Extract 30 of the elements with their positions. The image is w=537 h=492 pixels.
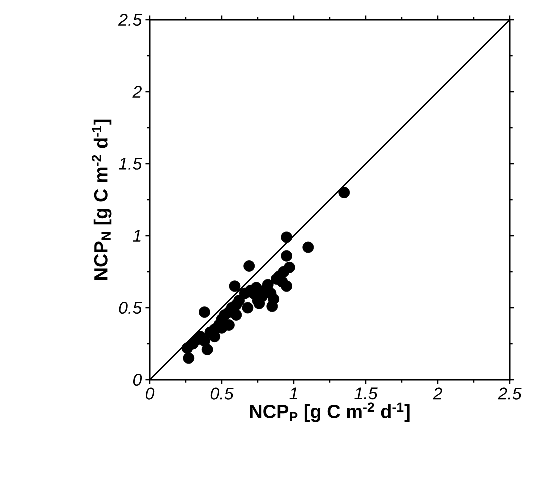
x-tick-label: 2 [433, 388, 442, 400]
y-tick-label: 1.5 [119, 158, 142, 170]
y-tick-label: 0.5 [119, 302, 142, 314]
point [229, 280, 241, 292]
point [268, 294, 280, 306]
point [234, 295, 245, 306]
x-tick-label: 0 [146, 388, 155, 400]
x-tick-label: 0.5 [210, 388, 234, 400]
point [230, 310, 242, 321]
point [338, 187, 350, 198]
point [281, 232, 292, 244]
point [244, 260, 256, 272]
x-tick-label: 2.5 [498, 388, 522, 400]
point [199, 306, 210, 318]
point [281, 250, 292, 262]
x-tick-label: 1 [290, 388, 298, 400]
point [242, 302, 254, 314]
point [202, 344, 214, 356]
point [302, 242, 314, 254]
y-tick-label: 2 [132, 86, 142, 98]
y-tick-label: 0 [133, 374, 142, 386]
y-axis-title: NCP$_{N}$ [g C m$^{-2}$ d$^{-1}$] [92, 120, 112, 280]
x-axis-title: NCP$_{P}$ [g C m$^{-2}$ d$^{-1}$] [250, 402, 410, 422]
y-tick-label: 1 [133, 230, 141, 242]
x-tick-label: 1.5 [354, 388, 378, 400]
point [199, 335, 210, 347]
point [183, 352, 195, 364]
y-tick-label: 2.5 [118, 14, 142, 26]
point [276, 276, 288, 288]
point [278, 266, 290, 278]
